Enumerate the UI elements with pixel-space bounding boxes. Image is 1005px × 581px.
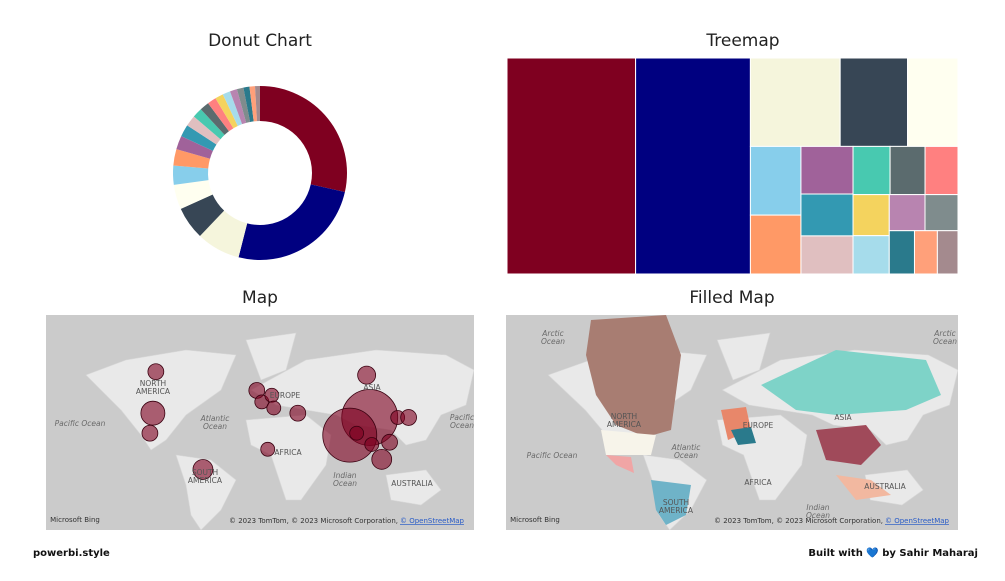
treemap-tile bbox=[924, 194, 959, 232]
map-label: AUSTRALIA bbox=[864, 482, 906, 491]
map-label: AFRICA bbox=[744, 478, 772, 487]
region bbox=[816, 425, 881, 465]
map-label: Microsoft Bing bbox=[510, 516, 560, 524]
donut-slice bbox=[200, 103, 229, 135]
treemap-tile bbox=[852, 194, 890, 237]
donut-slice bbox=[187, 116, 221, 145]
footer-credit: Built with 💙 by Sahir Maharaj bbox=[808, 547, 978, 559]
donut-slice bbox=[254, 86, 260, 122]
bubble bbox=[289, 404, 307, 422]
treemap-tile bbox=[506, 57, 637, 275]
bubble bbox=[260, 441, 276, 457]
map-label: SOUTH AMERICA bbox=[188, 468, 223, 485]
map-label: Arctic Ocean bbox=[541, 329, 565, 346]
donut-slice bbox=[180, 194, 225, 236]
treemap-tile bbox=[852, 235, 890, 275]
footer-brand: powerbi.style bbox=[33, 548, 110, 559]
map-label: SOUTH AMERICA bbox=[659, 498, 694, 515]
treemap-tile bbox=[888, 230, 915, 275]
chart-title: Treemap bbox=[705, 31, 779, 51]
map-label: EUROPE bbox=[743, 421, 774, 430]
treemap-tile bbox=[749, 214, 802, 275]
region bbox=[761, 350, 941, 415]
bubble bbox=[141, 424, 159, 442]
bubble bbox=[147, 363, 165, 381]
region bbox=[651, 480, 691, 525]
treemap-tile bbox=[889, 145, 926, 196]
donut-slice bbox=[243, 86, 254, 122]
attribution: © 2023 TomTom, © 2023 Microsoft Corporat… bbox=[229, 517, 398, 525]
map-label: AUSTRALIA bbox=[391, 479, 433, 488]
map-label: Pacific Ocean bbox=[527, 451, 578, 460]
donut-slice bbox=[208, 98, 234, 132]
region bbox=[836, 475, 891, 500]
donut-slice bbox=[193, 109, 225, 140]
treemap-tile bbox=[888, 194, 926, 232]
donut-slice bbox=[173, 149, 211, 169]
bubble bbox=[266, 400, 282, 416]
map-label: EUROPE bbox=[270, 391, 301, 400]
donut-slice bbox=[176, 136, 213, 159]
map-label: Indian Ocean bbox=[806, 503, 830, 520]
donut-slice bbox=[173, 165, 209, 185]
donut-slice bbox=[215, 94, 238, 129]
region bbox=[601, 430, 656, 455]
treemap-tile bbox=[749, 57, 841, 147]
treemap-tile bbox=[749, 145, 802, 216]
bubble bbox=[357, 365, 377, 385]
donut-slice bbox=[249, 86, 258, 122]
region bbox=[606, 455, 634, 473]
treemap-tile bbox=[924, 145, 959, 196]
region bbox=[731, 427, 756, 445]
map-label: NORTH AMERICA bbox=[607, 412, 642, 429]
donut-slice bbox=[173, 180, 213, 209]
map-label: Pacific Ocean bbox=[55, 419, 106, 428]
donut-slice bbox=[236, 87, 251, 123]
map-label: ASIA bbox=[834, 413, 852, 422]
donut-slice bbox=[199, 210, 248, 258]
regions bbox=[586, 315, 941, 525]
map-label: Atlantic Ocean bbox=[671, 443, 702, 460]
bubble bbox=[364, 437, 380, 452]
donut-slice bbox=[238, 184, 345, 260]
map-label: Microsoft Bing bbox=[50, 516, 100, 524]
map-label: NORTH AMERICA bbox=[136, 379, 171, 396]
bubble bbox=[192, 459, 214, 480]
map-label: Indian Ocean bbox=[333, 471, 357, 488]
filled-map: Arctic Ocean Arctic Ocean NORTH AMERICA Atlant… bbox=[506, 315, 958, 530]
donut-slice bbox=[260, 86, 347, 193]
chart-title: Map bbox=[242, 288, 278, 308]
bubble bbox=[400, 409, 417, 426]
treemap-tile bbox=[635, 57, 751, 275]
donut-slice bbox=[222, 91, 243, 126]
map-label: AFRICA bbox=[274, 448, 302, 457]
treemap-tile bbox=[839, 57, 909, 147]
treemap-tile bbox=[800, 145, 854, 195]
bubble-map: NORTH AMERICA Pacific Ocean Atlantic Ocean EU… bbox=[46, 315, 475, 530]
map-label: Arctic Ocean bbox=[933, 329, 957, 346]
treemap-tile bbox=[852, 145, 891, 196]
map-label: ASIA bbox=[363, 383, 381, 392]
treemap-tile bbox=[936, 230, 959, 275]
map-label: Pacific Ocean bbox=[450, 413, 475, 430]
treemap-tile bbox=[800, 235, 854, 275]
chart-title: Donut Chart bbox=[208, 31, 312, 51]
bubble bbox=[381, 433, 398, 451]
attribution: © 2023 TomTom, © 2023 Microsoft Corporat… bbox=[714, 517, 883, 525]
treemap-tile bbox=[800, 193, 854, 237]
chart-title: Filled Map bbox=[689, 288, 774, 308]
bubble bbox=[371, 449, 393, 470]
treemap-tile bbox=[913, 230, 938, 275]
donut-slice bbox=[230, 89, 247, 125]
map-label: Atlantic Ocean bbox=[200, 414, 231, 431]
bubble bbox=[349, 425, 365, 441]
attribution-link[interactable]: © OpenStreetMap bbox=[885, 517, 950, 525]
treemap-tile bbox=[907, 57, 959, 147]
donut-slice bbox=[181, 125, 217, 151]
attribution-link[interactable]: © OpenStreetMap bbox=[400, 517, 465, 525]
bubble bbox=[140, 400, 166, 426]
region bbox=[586, 315, 681, 437]
